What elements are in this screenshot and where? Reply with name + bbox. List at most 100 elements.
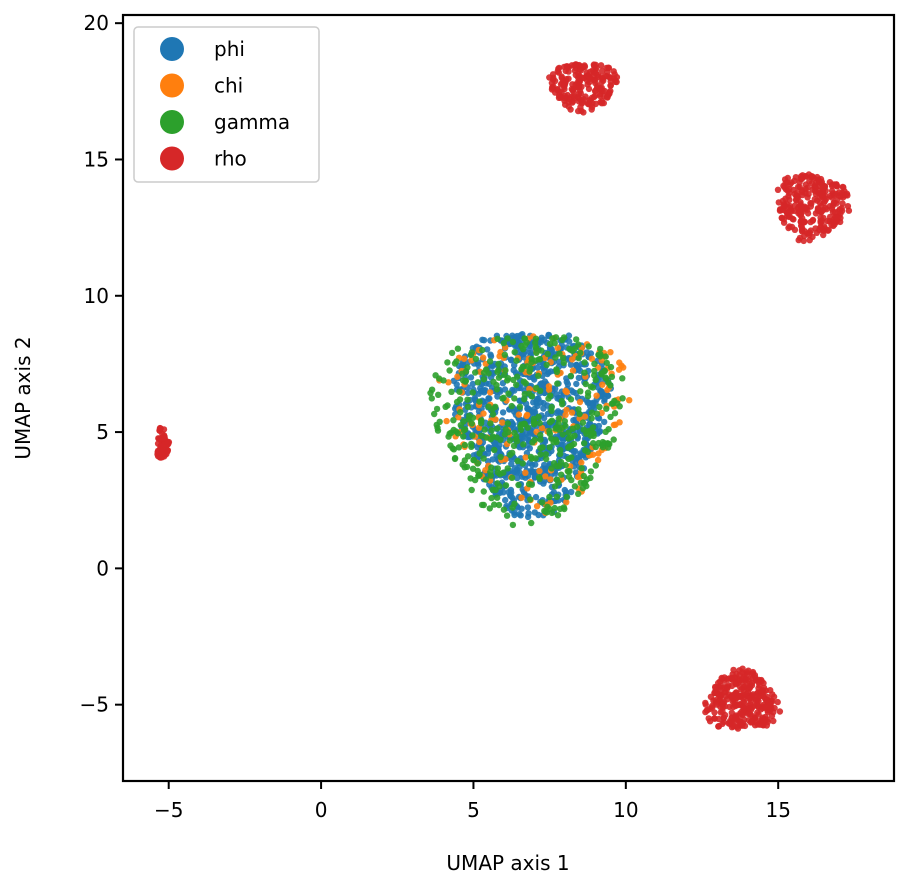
rho-point [715,715,722,723]
gamma-point [555,415,562,422]
rho-point [607,82,614,89]
gamma-point [607,363,615,371]
chi-point [547,476,554,483]
gamma-point [475,472,482,480]
rho-point [712,687,719,694]
gamma-point [537,451,544,458]
chi-point [515,411,523,418]
gamma-point [494,465,501,472]
phi-point [511,509,518,516]
gamma-point [495,374,503,381]
phi-point [480,337,488,344]
gamma-point [542,451,549,458]
y-tick-label: 0 [96,556,109,580]
phi-point [587,350,595,357]
rho-point [611,71,618,78]
gamma-point [504,375,512,382]
rho-point [705,715,712,722]
gamma-point [591,367,598,375]
gamma-point [562,422,569,430]
rho-point [715,723,722,730]
x-tick-label: 10 [613,798,638,822]
gamma-point [491,501,498,508]
gamma-point [449,445,456,452]
chi-point [569,367,577,374]
gamma-point [511,348,518,356]
gamma-point [461,464,468,471]
gamma-point [448,388,455,395]
gamma-point [494,494,501,501]
gamma-point [504,465,511,472]
gamma-point [485,403,492,410]
gamma-point [584,448,591,455]
gamma-point [514,457,521,465]
gamma-point [591,360,598,367]
rho-point [807,199,814,207]
gamma-point [508,402,515,410]
rho-point [598,67,606,75]
gamma-point [497,453,504,461]
rho-point [581,62,588,69]
rho-point [781,202,788,209]
rho-point [727,693,735,700]
gamma-point [581,480,589,487]
rho-cluster-2 [774,171,853,245]
gamma-point [575,341,582,348]
chi-point [492,416,499,423]
gamma-point [480,376,488,383]
gamma-point [505,429,512,436]
phi-point [595,422,603,430]
rho-point [786,196,793,204]
rho-point [605,64,613,72]
x-axis-label: UMAP axis 1 [446,851,569,875]
gamma-point [553,438,560,445]
gamma-point [577,349,584,356]
gamma-point [476,398,483,405]
phi-point [469,380,476,388]
gamma-point [477,420,485,427]
gamma-point [528,519,535,527]
gamma-point [548,509,556,517]
phi-point [487,353,495,360]
phi-point [471,394,478,402]
phi-point [518,351,526,358]
rho-point [739,722,746,729]
legend-marker-rho [160,146,184,171]
rho-point [724,685,731,692]
rho-point [780,219,788,226]
rho-point [760,717,767,725]
gamma-point [428,395,435,402]
gamma-point [460,427,468,434]
gamma-point [493,386,501,393]
gamma-point [579,419,587,426]
rho-point [756,682,763,689]
rho-point [740,705,747,712]
rho-point [815,189,822,197]
gamma-point [591,372,598,379]
rho-point [598,98,606,105]
gamma-point [472,369,479,376]
chi-point [545,386,553,394]
gamma-point [448,349,456,357]
gamma-point [506,437,514,444]
gamma-point [536,419,543,427]
phi-point [511,387,518,394]
gamma-point [565,429,572,436]
rho-point [739,669,746,676]
chi-point [518,494,525,501]
phi-point [537,399,544,406]
rho-point [755,711,762,718]
rho-point [783,212,791,220]
gamma-point [519,460,526,467]
rho-point [806,237,813,244]
y-axis-ticks: −5 0 5 10 15 20 [80,11,123,717]
gamma-point [464,453,472,460]
chi-point [536,467,543,475]
gamma-point [450,417,457,424]
gamma-point [537,436,544,443]
gamma-point [469,389,476,396]
phi-point [511,469,518,476]
gamma-point [468,443,475,450]
chi-point [626,397,633,404]
rho-point [760,693,767,700]
